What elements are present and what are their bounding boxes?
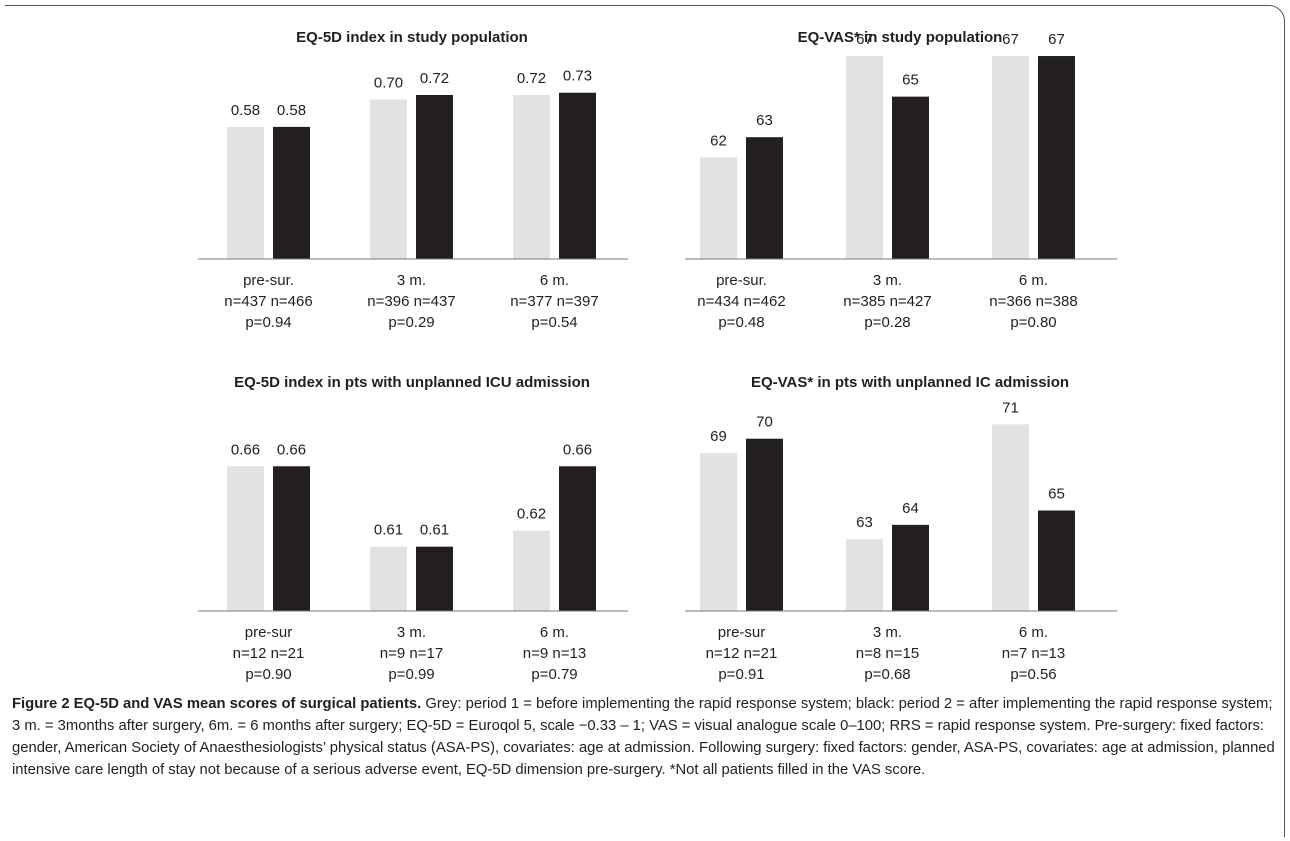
category-label-1: pre-sur: [245, 624, 293, 641]
data-label-p2-1: 0.58: [277, 102, 306, 119]
data-label-p1-1: 0.66: [231, 441, 260, 458]
p-label-3: p=0.80: [1010, 314, 1056, 331]
p-label-1: p=0.91: [718, 666, 764, 683]
n-label-3: n=377 n=397: [510, 293, 598, 310]
p-label-2: p=0.68: [864, 666, 910, 683]
p-label-1: p=0.48: [718, 314, 764, 331]
data-label-p1-3: 67: [1002, 31, 1019, 48]
bar-p2-2: [892, 524, 929, 611]
p-label-2: p=0.99: [388, 666, 434, 683]
category-label-3: 6 m.: [1019, 624, 1048, 641]
bar-p1-3: [513, 530, 550, 611]
bar-p2-1: [746, 438, 783, 611]
n-label-1: n=437 n=466: [224, 293, 312, 310]
bar-p2-3: [559, 92, 596, 259]
chart-title-3: EQ-5D index in pts with unplanned ICU ad…: [234, 374, 590, 391]
n-label-3: n=7 n=13: [1002, 645, 1065, 662]
bar-p2-2: [416, 95, 453, 259]
data-label-p1-3: 71: [1002, 399, 1019, 416]
data-label-p2-2: 65: [902, 72, 919, 89]
category-label-3: 6 m.: [540, 624, 569, 641]
chart-title-4: EQ-VAS* in pts with unplanned IC admissi…: [750, 374, 1070, 391]
bar-p1-1: [700, 453, 737, 611]
category-label-3: 6 m.: [1019, 272, 1048, 289]
bar-p1-2: [846, 539, 883, 611]
category-label-1: pre-sur: [718, 624, 766, 641]
data-label-p1-2: 0.61: [374, 522, 403, 539]
data-label-p2-2: 0.72: [420, 70, 449, 87]
bar-p1-2: [370, 546, 407, 611]
bar-p1-1: [700, 157, 737, 259]
p-label-2: p=0.28: [864, 314, 910, 331]
caption-text: Grey: period 1 = before implementing the…: [12, 696, 1275, 778]
data-label-p1-2: 0.70: [374, 75, 403, 92]
n-label-3: n=366 n=388: [989, 293, 1077, 310]
bar-p1-2: [846, 56, 883, 260]
bar-p1-3: [513, 95, 550, 259]
figure-frame: [5, 5, 1285, 837]
data-label-p2-1: 0.66: [277, 441, 306, 458]
category-label-1: pre-sur.: [716, 272, 767, 289]
bar-p1-3: [992, 424, 1029, 611]
caption-title: Figure 2 EQ-5D and VAS mean scores of su…: [12, 696, 422, 712]
p-label-3: p=0.54: [531, 314, 577, 331]
category-label-3: 6 m.: [540, 272, 569, 289]
category-label-2: 3 m.: [397, 272, 426, 289]
category-label-2: 3 m.: [397, 624, 426, 641]
p-label-3: p=0.79: [531, 666, 577, 683]
data-label-p2-2: 64: [902, 500, 919, 517]
n-label-1: n=12 n=21: [233, 645, 305, 662]
bar-p2-1: [273, 126, 310, 259]
bar-p2-1: [746, 137, 783, 259]
bar-p2-2: [892, 96, 929, 259]
data-label-p2-3: 65: [1048, 486, 1065, 503]
data-label-p1-3: 0.72: [517, 70, 546, 87]
bar-p1-1: [227, 126, 264, 259]
p-label-2: p=0.29: [388, 314, 434, 331]
p-label-1: p=0.90: [245, 666, 291, 683]
p-label-3: p=0.56: [1010, 666, 1056, 683]
bar-p1-2: [370, 99, 407, 259]
data-label-p2-3: 0.66: [563, 441, 592, 458]
figure-caption: Figure 2 EQ-5D and VAS mean scores of su…: [12, 693, 1277, 781]
data-label-p1-3: 0.62: [517, 506, 546, 523]
n-label-2: n=396 n=437: [367, 293, 455, 310]
n-label-2: n=8 n=15: [856, 645, 919, 662]
data-label-p2-3: 0.73: [563, 68, 592, 85]
p-label-1: p=0.94: [245, 314, 291, 331]
n-label-1: n=434 n=462: [697, 293, 785, 310]
chart-title-2: EQ-VAS* in study population: [797, 29, 1003, 46]
category-label-2: 3 m.: [873, 272, 902, 289]
data-label-p2-1: 70: [756, 414, 773, 431]
data-label-p1-2: 67: [856, 31, 873, 48]
data-label-p2-3: 67: [1048, 31, 1065, 48]
bar-p2-3: [1038, 510, 1075, 611]
bar-p2-3: [1038, 56, 1075, 260]
chart-title-1: EQ-5D index in study population: [296, 29, 528, 46]
n-label-3: n=9 n=13: [523, 645, 586, 662]
category-label-2: 3 m.: [873, 624, 902, 641]
n-label-1: n=12 n=21: [706, 645, 778, 662]
data-label-p2-2: 0.61: [420, 522, 449, 539]
data-label-p1-2: 63: [856, 514, 873, 531]
category-label-1: pre-sur.: [243, 272, 294, 289]
data-label-p2-1: 63: [756, 112, 773, 129]
data-label-p1-1: 0.58: [231, 102, 260, 119]
n-label-2: n=9 n=17: [380, 645, 443, 662]
n-label-2: n=385 n=427: [843, 293, 931, 310]
bar-p1-1: [227, 466, 264, 611]
bar-p2-1: [273, 466, 310, 611]
bar-p1-3: [992, 56, 1029, 260]
data-label-p1-1: 69: [710, 428, 727, 445]
bar-p2-3: [559, 466, 596, 611]
bar-p2-2: [416, 546, 453, 611]
data-label-p1-1: 62: [710, 133, 727, 150]
